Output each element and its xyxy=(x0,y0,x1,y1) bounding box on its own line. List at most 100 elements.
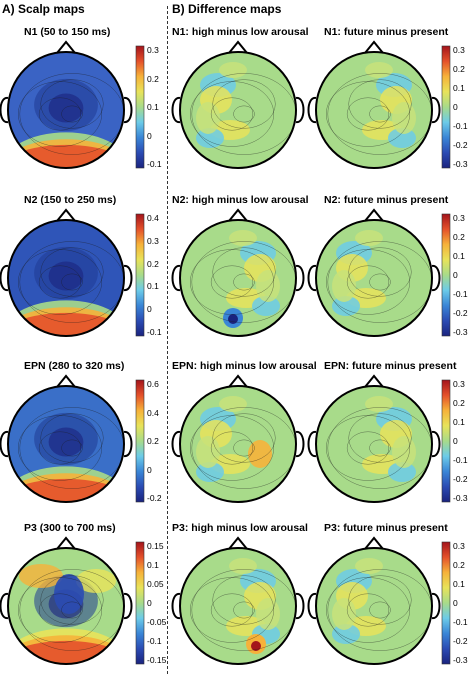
head-outline xyxy=(7,385,125,503)
section-title-difference: B) Difference maps xyxy=(172,2,282,16)
topography-map xyxy=(316,52,432,168)
scalp-map-title: EPN (280 to 320 ms) xyxy=(24,360,125,372)
scalp-map xyxy=(0,374,133,503)
ear-marker xyxy=(431,593,441,619)
ear-marker xyxy=(0,265,9,291)
topography-map xyxy=(180,548,296,664)
ear-marker xyxy=(123,97,133,123)
colorbar-tick-label: -0.1 xyxy=(453,455,468,465)
colorbar-tick-label: 0 xyxy=(453,436,458,446)
difference-map xyxy=(171,374,305,503)
topography-map xyxy=(316,386,432,502)
difference-map xyxy=(307,374,441,503)
colorbar xyxy=(135,541,145,665)
ear-marker xyxy=(0,97,9,123)
topography-map xyxy=(8,548,124,664)
ear-marker xyxy=(295,431,305,457)
colorbar-tick-label: 0.15 xyxy=(147,541,164,551)
nose-marker xyxy=(228,374,248,388)
scalp-map-title: N2 (150 to 250 ms) xyxy=(24,194,117,206)
colorbar-tick-label: 0.2 xyxy=(453,560,465,570)
nose-marker xyxy=(228,40,248,54)
difference-map xyxy=(307,40,441,169)
ear-marker xyxy=(307,431,317,457)
ear-marker xyxy=(307,593,317,619)
topography-map xyxy=(180,220,296,336)
head-outline xyxy=(7,219,125,337)
head-outline xyxy=(179,385,297,503)
difference-map-title: N1: future minus present xyxy=(324,26,449,38)
ear-marker xyxy=(431,431,441,457)
difference-map-title: P3: future minus present xyxy=(324,522,448,534)
nose-marker xyxy=(228,208,248,222)
colorbar-tick-label: 0 xyxy=(453,598,458,608)
difference-map-title: N1: high minus low arousal xyxy=(172,26,309,38)
section-title-scalp: A) Scalp maps xyxy=(2,2,85,16)
colorbar-tick-label: 0.2 xyxy=(453,398,465,408)
ear-marker xyxy=(295,593,305,619)
colorbar-tick-label: -0.3 xyxy=(453,493,468,503)
colorbar xyxy=(441,541,451,665)
colorbar-tick-label: 0 xyxy=(147,464,152,475)
colorbar xyxy=(441,45,451,169)
difference-map-title: N2: high minus low arousal xyxy=(172,194,309,206)
difference-map-title: N2: future minus present xyxy=(324,194,449,206)
scalp-map-title: P3 (300 to 700 ms) xyxy=(24,522,116,534)
head-outline xyxy=(179,219,297,337)
colorbar-tick-label: -0.15 xyxy=(147,655,167,665)
colorbar-tick-label: 0.6 xyxy=(147,379,159,389)
colorbar-tick-label: 0 xyxy=(453,102,458,112)
scalp-map xyxy=(0,208,133,337)
colorbar-tick-label: -0.1 xyxy=(147,159,162,169)
colorbar-tick-label: -0.2 xyxy=(453,474,468,484)
nose-marker xyxy=(228,536,248,550)
ear-marker xyxy=(0,431,9,457)
colorbar-tick-label: 0.2 xyxy=(453,232,465,242)
nose-marker xyxy=(56,374,76,388)
colorbar-tick-label: -0.2 xyxy=(453,636,468,646)
colorbar-tick-label: 0.1 xyxy=(147,560,159,570)
ear-marker xyxy=(431,97,441,123)
head-outline xyxy=(7,51,125,169)
difference-map xyxy=(171,40,305,169)
colorbar xyxy=(441,213,451,337)
colorbar xyxy=(135,45,145,169)
difference-map xyxy=(307,208,441,337)
topography-map xyxy=(316,220,432,336)
nose-marker xyxy=(56,40,76,54)
head-outline xyxy=(315,547,433,665)
scalp-map xyxy=(0,536,133,665)
colorbar-tick-label: 0.1 xyxy=(453,83,465,93)
ear-marker xyxy=(0,593,9,619)
colorbar-tick-label: 0 xyxy=(147,130,152,141)
head-outline xyxy=(315,385,433,503)
head-outline xyxy=(179,51,297,169)
colorbar-tick-label: 0.1 xyxy=(453,579,465,589)
colorbar-tick-label: 0 xyxy=(453,270,458,280)
head-outline xyxy=(315,51,433,169)
section-divider xyxy=(167,6,168,674)
topography-map xyxy=(180,386,296,502)
colorbar-tick-label: 0.05 xyxy=(147,579,164,589)
ear-marker xyxy=(123,431,133,457)
difference-map xyxy=(171,208,305,337)
difference-map-title: EPN: future minus present xyxy=(324,360,457,372)
colorbar-tick-label: -0.1 xyxy=(453,289,468,299)
colorbar-tick-label: -0.05 xyxy=(147,617,167,627)
ear-marker xyxy=(123,593,133,619)
colorbar xyxy=(441,379,451,503)
colorbar-tick-label: 0.2 xyxy=(147,436,159,446)
nose-marker xyxy=(56,208,76,222)
ear-marker xyxy=(171,431,181,457)
difference-map xyxy=(171,536,305,665)
scalp-map xyxy=(0,40,133,169)
colorbar-tick-label: -0.2 xyxy=(147,493,162,503)
ear-marker xyxy=(307,265,317,291)
colorbar-tick-label: -0.2 xyxy=(453,140,468,150)
colorbar-tick-label: -0.3 xyxy=(453,327,468,337)
colorbar-tick-label: 0.3 xyxy=(453,213,465,223)
colorbar-tick-label: 0.3 xyxy=(453,541,465,551)
ear-marker xyxy=(431,265,441,291)
colorbar-tick-label: -0.3 xyxy=(453,159,468,169)
topography-map xyxy=(316,548,432,664)
